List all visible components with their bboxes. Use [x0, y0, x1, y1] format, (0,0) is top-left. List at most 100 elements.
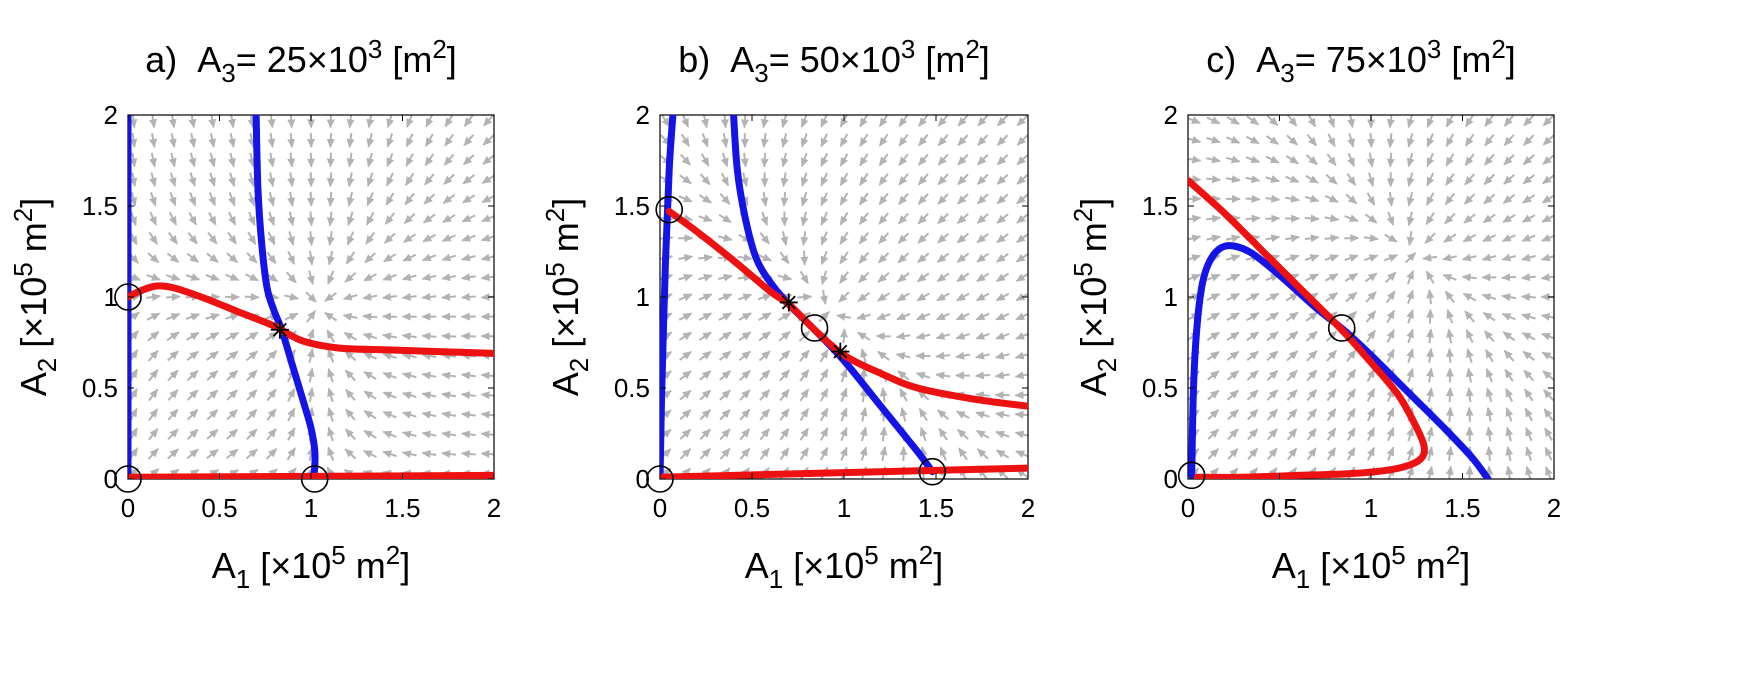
vector-arrow	[699, 428, 711, 440]
vector-arrow	[918, 134, 929, 147]
vector-arrow	[1344, 214, 1359, 222]
vector-arrow	[344, 448, 357, 460]
vector-arrow	[1225, 155, 1241, 164]
vector-arrow	[1503, 154, 1515, 166]
vector-arrow	[995, 312, 1010, 321]
vector-arrow	[167, 389, 179, 401]
vector-arrow	[679, 428, 692, 440]
vector-arrow	[460, 273, 476, 282]
vector-arrow	[287, 172, 296, 188]
vector-arrow	[463, 154, 475, 166]
vector-arrow	[1346, 349, 1357, 363]
label-sub: 2	[32, 358, 62, 372]
vector-arrow	[267, 231, 276, 246]
vector-field	[1188, 115, 1554, 479]
axes-ticks: 0 0.5 1 1.5 2 0 0.5 1 1.5 2	[1142, 100, 1561, 523]
vector-arrow	[365, 211, 375, 226]
vector-arrow	[1307, 115, 1317, 128]
vector-arrow	[461, 214, 476, 223]
vector-arrow	[228, 211, 237, 226]
vector-arrow	[780, 152, 789, 168]
vector-arrow	[1383, 254, 1399, 262]
vector-arrow	[1542, 370, 1554, 381]
vector-arrow	[186, 369, 199, 381]
vector-arrow	[405, 153, 414, 167]
vector-arrow	[915, 372, 931, 380]
vector-arrow	[247, 191, 256, 207]
vector-arrow	[995, 430, 1010, 439]
vector-arrow	[780, 115, 789, 129]
vector-arrow	[1542, 134, 1554, 146]
vector-arrow	[799, 447, 809, 461]
vector-arrow	[1286, 428, 1298, 441]
vector-arrow	[1386, 407, 1395, 422]
vector-arrow	[917, 252, 930, 264]
vector-arrow	[1014, 430, 1028, 439]
label-rest: = 50×10	[769, 39, 901, 80]
vector-arrow	[1306, 388, 1318, 402]
vector-arrow	[287, 191, 296, 207]
vector-arrow	[1443, 233, 1457, 243]
equilibrium-circle	[300, 465, 329, 493]
vector-arrow	[1363, 234, 1379, 243]
vector-arrow	[1286, 350, 1299, 362]
vector-arrow	[799, 349, 810, 362]
vector-arrow	[876, 312, 891, 321]
vector-arrow	[1226, 370, 1240, 381]
vector-arrow	[244, 292, 260, 301]
vector-arrow	[717, 234, 733, 242]
vector-arrow	[424, 153, 435, 167]
vector-arrow	[205, 331, 220, 341]
vector-arrow	[1522, 194, 1536, 204]
vector-arrow	[957, 173, 969, 185]
vector-arrow	[402, 253, 417, 262]
x-tick-label: 0	[653, 493, 667, 523]
vector-arrow	[346, 152, 355, 168]
vector-arrow	[1406, 426, 1414, 442]
vector-arrow	[1365, 310, 1377, 323]
nullclines	[1188, 177, 1492, 479]
vector-arrow	[206, 370, 219, 381]
vector-arrow	[1525, 465, 1533, 479]
vector-arrow	[898, 173, 909, 186]
label-prefix: b)	[678, 39, 710, 80]
label-unit-exp: 2	[965, 34, 979, 64]
x-tick-label: 1	[304, 493, 318, 523]
blue-nullcline-1	[252, 115, 319, 479]
vector-arrow	[1422, 253, 1438, 262]
vector-arrow	[129, 152, 138, 168]
vector-arrow	[897, 232, 910, 244]
vector-arrow	[1345, 291, 1358, 303]
vector-arrow	[1525, 426, 1533, 442]
vector-arrow	[404, 172, 415, 186]
vector-arrow	[859, 426, 868, 442]
vector-arrow	[1306, 408, 1317, 421]
vector-arrow	[1327, 133, 1336, 148]
label-close: ]	[545, 198, 586, 208]
vector-arrow	[386, 133, 395, 148]
vector-arrow	[858, 271, 870, 284]
vector-arrow	[1542, 115, 1554, 127]
vector-arrow	[1265, 311, 1280, 322]
vector-arrow	[759, 369, 771, 382]
vector-arrow	[1266, 135, 1279, 145]
label-var: A	[730, 39, 754, 80]
vector-arrow	[800, 172, 809, 187]
vector-arrow	[1502, 193, 1516, 204]
vector-arrow	[206, 389, 219, 401]
vector-arrow	[225, 350, 239, 361]
vector-arrow	[168, 172, 177, 187]
vector-arrow	[839, 212, 849, 226]
vector-arrow	[425, 115, 434, 128]
label-sub: 3	[754, 58, 768, 88]
vector-arrow	[1305, 273, 1320, 282]
vector-arrow	[1347, 115, 1356, 129]
vector-arrow	[208, 192, 216, 207]
vector-arrow	[780, 191, 789, 207]
vector-arrow	[147, 448, 159, 460]
vector-arrow	[918, 407, 928, 422]
x-axis-label: A1 [×105 m2]	[1272, 540, 1471, 594]
vector-arrow	[718, 293, 733, 302]
vector-arrow	[1306, 447, 1317, 461]
blue-nullcline-1	[730, 115, 936, 476]
